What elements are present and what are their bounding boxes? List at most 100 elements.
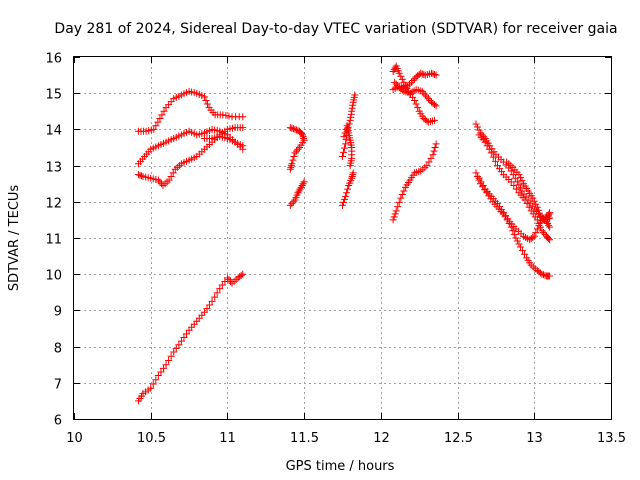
data-point: [294, 145, 302, 153]
y-tick-label: 9: [54, 305, 62, 320]
series-track-11: [389, 62, 439, 126]
data-point: [341, 195, 349, 203]
series-track-10: [339, 169, 357, 209]
data-point: [421, 91, 429, 99]
data-point: [237, 271, 245, 279]
data-point: [239, 142, 247, 150]
x-tick-label: 11: [219, 431, 236, 446]
data-point: [177, 337, 185, 345]
data-point: [342, 140, 350, 148]
data-point: [395, 69, 403, 77]
data-point: [429, 151, 437, 159]
data-point: [299, 133, 307, 141]
data-point: [431, 70, 439, 78]
series-track-2: [134, 124, 247, 190]
data-point: [342, 192, 350, 200]
data-point: [545, 210, 553, 218]
data-series: [134, 62, 554, 405]
data-point: [225, 112, 233, 120]
data-point: [162, 361, 170, 369]
x-tick-label: 13.5: [597, 431, 626, 446]
data-point: [432, 140, 440, 148]
data-point: [289, 125, 297, 133]
data-point: [533, 225, 541, 233]
data-point: [529, 233, 537, 241]
data-point: [535, 209, 543, 217]
data-point: [475, 174, 483, 182]
data-point: [418, 87, 426, 95]
data-point: [290, 153, 298, 161]
y-tick-label: 11: [45, 233, 62, 248]
data-point: [472, 169, 480, 177]
data-point: [300, 178, 308, 186]
data-point: [389, 67, 397, 75]
x-tick-label: 10.5: [137, 431, 166, 446]
data-point: [134, 171, 142, 179]
data-point: [394, 203, 402, 211]
data-point: [298, 130, 306, 138]
data-point: [287, 163, 295, 171]
data-point: [149, 380, 157, 388]
data-point: [513, 237, 521, 245]
series-track-12: [389, 69, 440, 94]
data-point: [477, 178, 485, 186]
data-point: [346, 162, 354, 170]
data-point: [544, 215, 552, 223]
data-point: [200, 308, 208, 316]
data-point: [474, 123, 482, 131]
data-point: [298, 182, 306, 190]
data-point: [291, 149, 299, 157]
data-point: [289, 198, 297, 206]
data-point: [157, 368, 165, 376]
data-point: [414, 104, 422, 112]
data-point: [513, 178, 521, 186]
data-point: [200, 93, 208, 101]
data-point: [423, 162, 431, 170]
data-point: [288, 200, 296, 208]
data-point: [340, 148, 348, 156]
data-point: [431, 116, 439, 124]
data-point: [545, 235, 553, 243]
data-point: [521, 250, 529, 258]
x-tick-label: 13: [526, 431, 543, 446]
data-point: [509, 227, 517, 235]
series-track-9: [340, 122, 356, 170]
data-point: [202, 96, 210, 104]
data-point: [512, 234, 520, 242]
data-point: [398, 86, 406, 94]
data-point: [427, 69, 435, 77]
data-point: [183, 330, 191, 338]
data-point: [154, 372, 162, 380]
data-point: [398, 75, 406, 83]
x-axis-label: GPS time / hours: [286, 459, 395, 474]
data-point: [343, 189, 351, 197]
x-tick-label: 10: [66, 431, 83, 446]
data-point: [154, 176, 162, 184]
data-point: [167, 352, 175, 360]
data-point: [299, 180, 307, 188]
data-point: [348, 104, 356, 112]
data-point: [175, 341, 183, 349]
data-point: [546, 214, 554, 222]
data-point: [147, 384, 155, 392]
data-point: [417, 69, 425, 77]
data-point: [294, 189, 302, 197]
y-tick-label: 10: [45, 269, 62, 284]
data-point: [138, 172, 146, 180]
y-tick-label: 13: [45, 161, 62, 176]
data-point: [340, 133, 348, 141]
data-point: [391, 210, 399, 218]
data-point: [287, 162, 295, 170]
data-point: [546, 223, 554, 231]
data-point: [223, 274, 231, 282]
data-point: [430, 147, 438, 155]
data-point: [538, 270, 546, 278]
data-point: [472, 120, 480, 128]
data-point: [395, 198, 403, 206]
data-point: [516, 184, 524, 192]
data-point: [483, 142, 491, 150]
data-point: [288, 160, 296, 168]
data-point: [391, 78, 399, 86]
data-point: [519, 247, 527, 255]
data-point: [351, 91, 359, 99]
